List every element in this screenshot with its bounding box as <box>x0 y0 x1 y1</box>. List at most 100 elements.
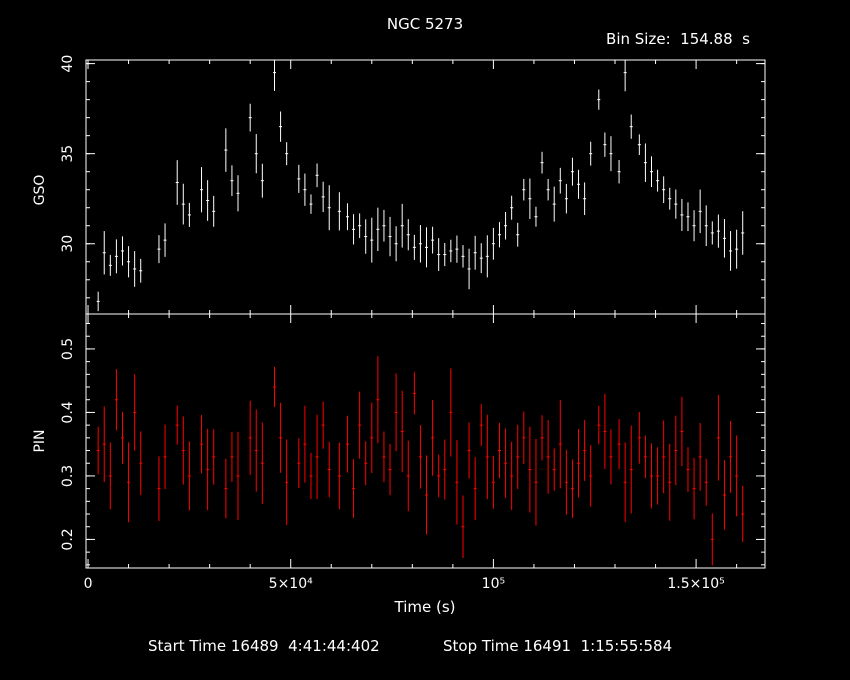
gso-data-point <box>200 167 204 213</box>
gso-data-point <box>254 134 258 174</box>
gso-data-point <box>668 187 672 210</box>
pin-ytick-label: 0.2 <box>60 528 76 550</box>
pin-ytick-label: 0.5 <box>60 338 76 360</box>
pin-data-point <box>321 401 325 449</box>
gso-data-point <box>406 219 410 251</box>
pin-data-point <box>370 402 374 474</box>
gso-data-point <box>400 203 404 248</box>
pin-data-point <box>473 457 477 521</box>
pin-data-point <box>692 457 696 520</box>
pin-data-point <box>704 458 708 506</box>
gso-data-point <box>534 206 538 227</box>
pin-data-point <box>272 366 276 408</box>
gso-data-point <box>157 235 161 264</box>
pin-data-point <box>491 455 495 509</box>
gso-data-point <box>297 164 301 193</box>
pin-data-point <box>516 424 520 489</box>
pin-data-point <box>230 431 234 482</box>
gso-data-point <box>546 178 550 201</box>
pin-data-point <box>254 409 258 492</box>
gso-panel: 30 35 40 <box>60 55 766 315</box>
pin-frame <box>85 313 766 569</box>
gso-data-point <box>656 169 660 192</box>
gso-ytick-label: 35 <box>60 145 76 163</box>
gso-y-axis-label: GSO <box>32 175 48 206</box>
gso-data-point <box>187 202 191 227</box>
gso-data-point <box>617 159 621 184</box>
pin-data-point <box>716 395 720 481</box>
gso-data-point <box>248 103 252 132</box>
pin-data-point <box>710 513 714 566</box>
pin-data-point <box>741 485 745 543</box>
pin-data-point <box>108 442 112 510</box>
gso-data-point <box>609 136 613 172</box>
pin-data-point <box>680 396 684 467</box>
pin-data-point <box>485 414 489 500</box>
pin-data-point <box>609 429 613 485</box>
pin-data-point <box>668 443 672 521</box>
pin-data-point <box>735 435 739 517</box>
pin-data-point <box>394 373 398 452</box>
gso-data-point <box>309 194 313 214</box>
gso-data-point <box>102 231 106 275</box>
pin-data-point <box>96 426 100 475</box>
pin-data-point <box>577 429 581 498</box>
gso-data-point <box>583 182 587 216</box>
gso-data-point <box>206 180 210 221</box>
gso-data-point <box>370 217 374 263</box>
pin-data-point <box>102 406 106 483</box>
start-time-label: Start Time 16489 4:41:44:402 <box>148 637 380 655</box>
gso-data-point <box>327 185 331 231</box>
gso-data-point <box>303 173 307 206</box>
gso-data-point <box>337 192 341 231</box>
pin-y-axis-label: PIN <box>32 429 48 452</box>
pin-data-point <box>425 455 429 535</box>
pin-data-point <box>236 431 240 521</box>
gso-data-point <box>315 163 319 188</box>
pin-data-point <box>364 441 368 486</box>
pin-data-point <box>583 420 587 481</box>
pin-data-point <box>200 414 204 474</box>
gso-data-point <box>431 226 435 254</box>
gso-data-point <box>629 114 633 139</box>
pin-data-point <box>212 429 216 485</box>
pin-data-point <box>552 448 556 491</box>
gso-data-point <box>577 169 581 199</box>
stop-time-label: Stop Time 16491 1:15:55:584 <box>443 637 672 655</box>
pin-data-point <box>400 390 404 473</box>
gso-data-point <box>418 225 422 263</box>
gso-data-point <box>552 186 556 222</box>
gso-data-point <box>345 203 349 231</box>
gso-data-point <box>224 128 228 172</box>
gso-data-point <box>230 165 234 197</box>
chart-title: NGC 5273 <box>387 15 463 33</box>
pin-data-point <box>558 400 562 489</box>
pin-data-point <box>345 415 349 473</box>
gso-data-point <box>181 183 185 225</box>
gso-data-point <box>558 167 562 194</box>
pin-data-point <box>327 441 331 498</box>
pin-data-point <box>303 405 307 483</box>
gso-data-point <box>114 239 118 274</box>
pin-data-point <box>649 443 653 509</box>
pin-data-point <box>114 369 118 431</box>
pin-ytick-label: 0.3 <box>60 465 76 487</box>
gso-data-point <box>722 219 726 258</box>
pin-data-point <box>297 438 301 489</box>
pin-data-point <box>309 452 313 499</box>
pin-data-point <box>564 449 568 515</box>
pin-data-point <box>157 456 161 521</box>
pin-data-point <box>722 460 726 530</box>
pin-data-point <box>139 431 143 496</box>
pin-data-point <box>570 459 574 518</box>
gso-data-point <box>473 235 477 270</box>
gso-data-point <box>564 183 568 214</box>
gso-data-point <box>716 214 720 248</box>
x-tick-label: 0 <box>84 576 93 592</box>
pin-data-point <box>449 368 453 457</box>
gso-data-point <box>352 214 356 245</box>
pin-data-point <box>504 428 508 498</box>
gso-data-point <box>163 223 167 257</box>
gso-data-point <box>497 222 501 248</box>
